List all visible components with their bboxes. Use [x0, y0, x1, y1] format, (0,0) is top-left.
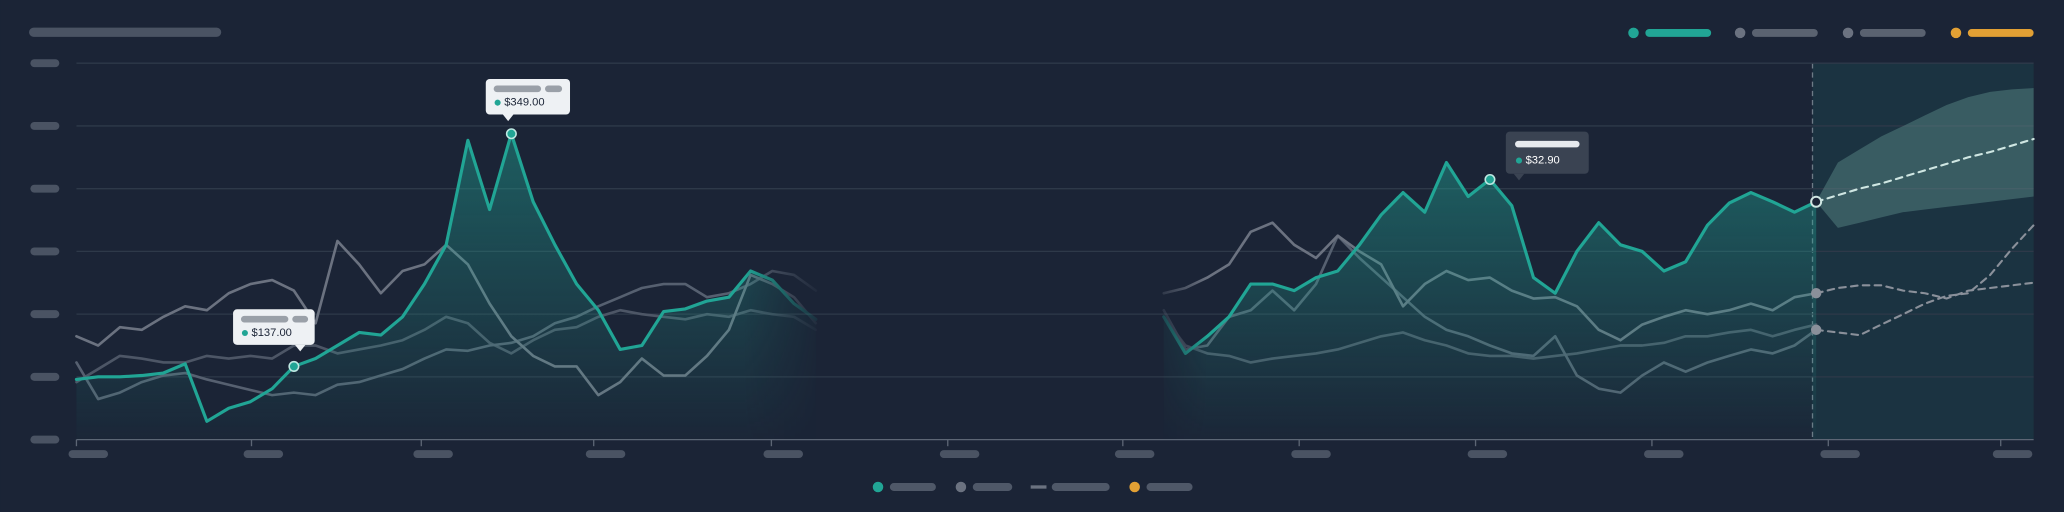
- legend-dot: [955, 481, 967, 493]
- y-tick-placeholder: [30, 435, 60, 444]
- tooltip-text: $137.00: [251, 327, 291, 339]
- y-tick-placeholder: [30, 59, 60, 68]
- legend-dot: [1129, 481, 1140, 493]
- forecast-line: [1815, 281, 2035, 300]
- y-tick-placeholder: [30, 372, 60, 381]
- x-tick-placeholder: [1820, 450, 1860, 459]
- x-tick-placeholder: [939, 450, 980, 459]
- x-tick-placeholder: [413, 450, 453, 459]
- legend-placeholder: [1751, 28, 1818, 37]
- forecast-lines: [1815, 137, 2035, 337]
- tooltip: $349.00: [485, 78, 571, 122]
- tooltip-placeholder: [545, 85, 563, 93]
- series-area: [76, 133, 816, 440]
- legend-placeholder: [1645, 28, 1712, 37]
- legend-placeholder: [889, 483, 936, 491]
- tooltip-pointer: [1513, 173, 1525, 181]
- y-tick-placeholder: [30, 310, 60, 319]
- forecast-line: [1815, 224, 2035, 337]
- legend-placeholder: [1967, 28, 2034, 37]
- forecast-start-point: [1810, 195, 1823, 208]
- tooltip-dot: [1515, 157, 1523, 164]
- highlight-point: [505, 128, 517, 140]
- history-lines: [74, 132, 1818, 440]
- y-tick-placeholder: [30, 121, 60, 130]
- legend-placeholder: [1146, 483, 1193, 491]
- forecast-band-area: [1816, 88, 2034, 228]
- x-tick-placeholder: [1644, 450, 1684, 459]
- tooltip-text: $349.00: [504, 97, 544, 109]
- highlight-point: [288, 360, 300, 372]
- tooltip-placeholder: [292, 315, 309, 323]
- tooltip: $137.00: [233, 309, 315, 352]
- legend-dot: [1628, 27, 1639, 39]
- forecast-band: [1816, 88, 2034, 228]
- legend-top: [1628, 27, 2034, 39]
- x-tick-placeholder: [68, 450, 109, 459]
- x-tick-placeholder: [1992, 450, 2033, 459]
- highlight-point: [1484, 173, 1496, 186]
- legend-dot: [1842, 27, 1854, 39]
- legend-placeholder: [1051, 483, 1110, 491]
- title-placeholder: [29, 27, 222, 37]
- tooltip: $32.90: [1505, 131, 1589, 181]
- tooltip-pointer: [502, 114, 514, 122]
- tooltip-dot: [494, 99, 501, 106]
- x-tick-placeholder: [1467, 450, 1508, 459]
- series-area: [1163, 162, 1817, 440]
- x-tick-placeholder: [585, 450, 626, 459]
- legend-bottom: [872, 481, 1193, 493]
- tooltip-placeholder: [493, 85, 542, 93]
- series-line: [74, 132, 818, 423]
- tooltip-text: $32.90: [1526, 155, 1560, 167]
- legend-placeholder: [1859, 28, 1926, 37]
- x-tick-placeholder: [243, 450, 284, 459]
- tooltip-dot: [241, 329, 248, 337]
- forecast-line: [1815, 137, 2035, 203]
- legend-placeholder: [972, 483, 1013, 491]
- forecast-start-point: [1810, 324, 1822, 336]
- y-tick-placeholder: [30, 247, 60, 256]
- tooltip-placeholder: [1515, 140, 1580, 148]
- tooltip-placeholder: [240, 315, 289, 323]
- points: [288, 128, 1823, 372]
- legend-dot: [1734, 27, 1746, 39]
- legend-dot: [872, 481, 884, 493]
- x-axis: [68, 439, 2033, 459]
- x-tick-placeholder: [1291, 450, 1331, 459]
- tooltip-box: [1505, 131, 1589, 174]
- x-tick-placeholder: [763, 450, 803, 459]
- y-tick-placeholder: [30, 184, 60, 193]
- forecast-start-point: [1810, 288, 1822, 299]
- legend-dot: [1950, 27, 1962, 39]
- tooltip-pointer: [294, 344, 306, 352]
- x-tick-placeholder: [1114, 450, 1155, 459]
